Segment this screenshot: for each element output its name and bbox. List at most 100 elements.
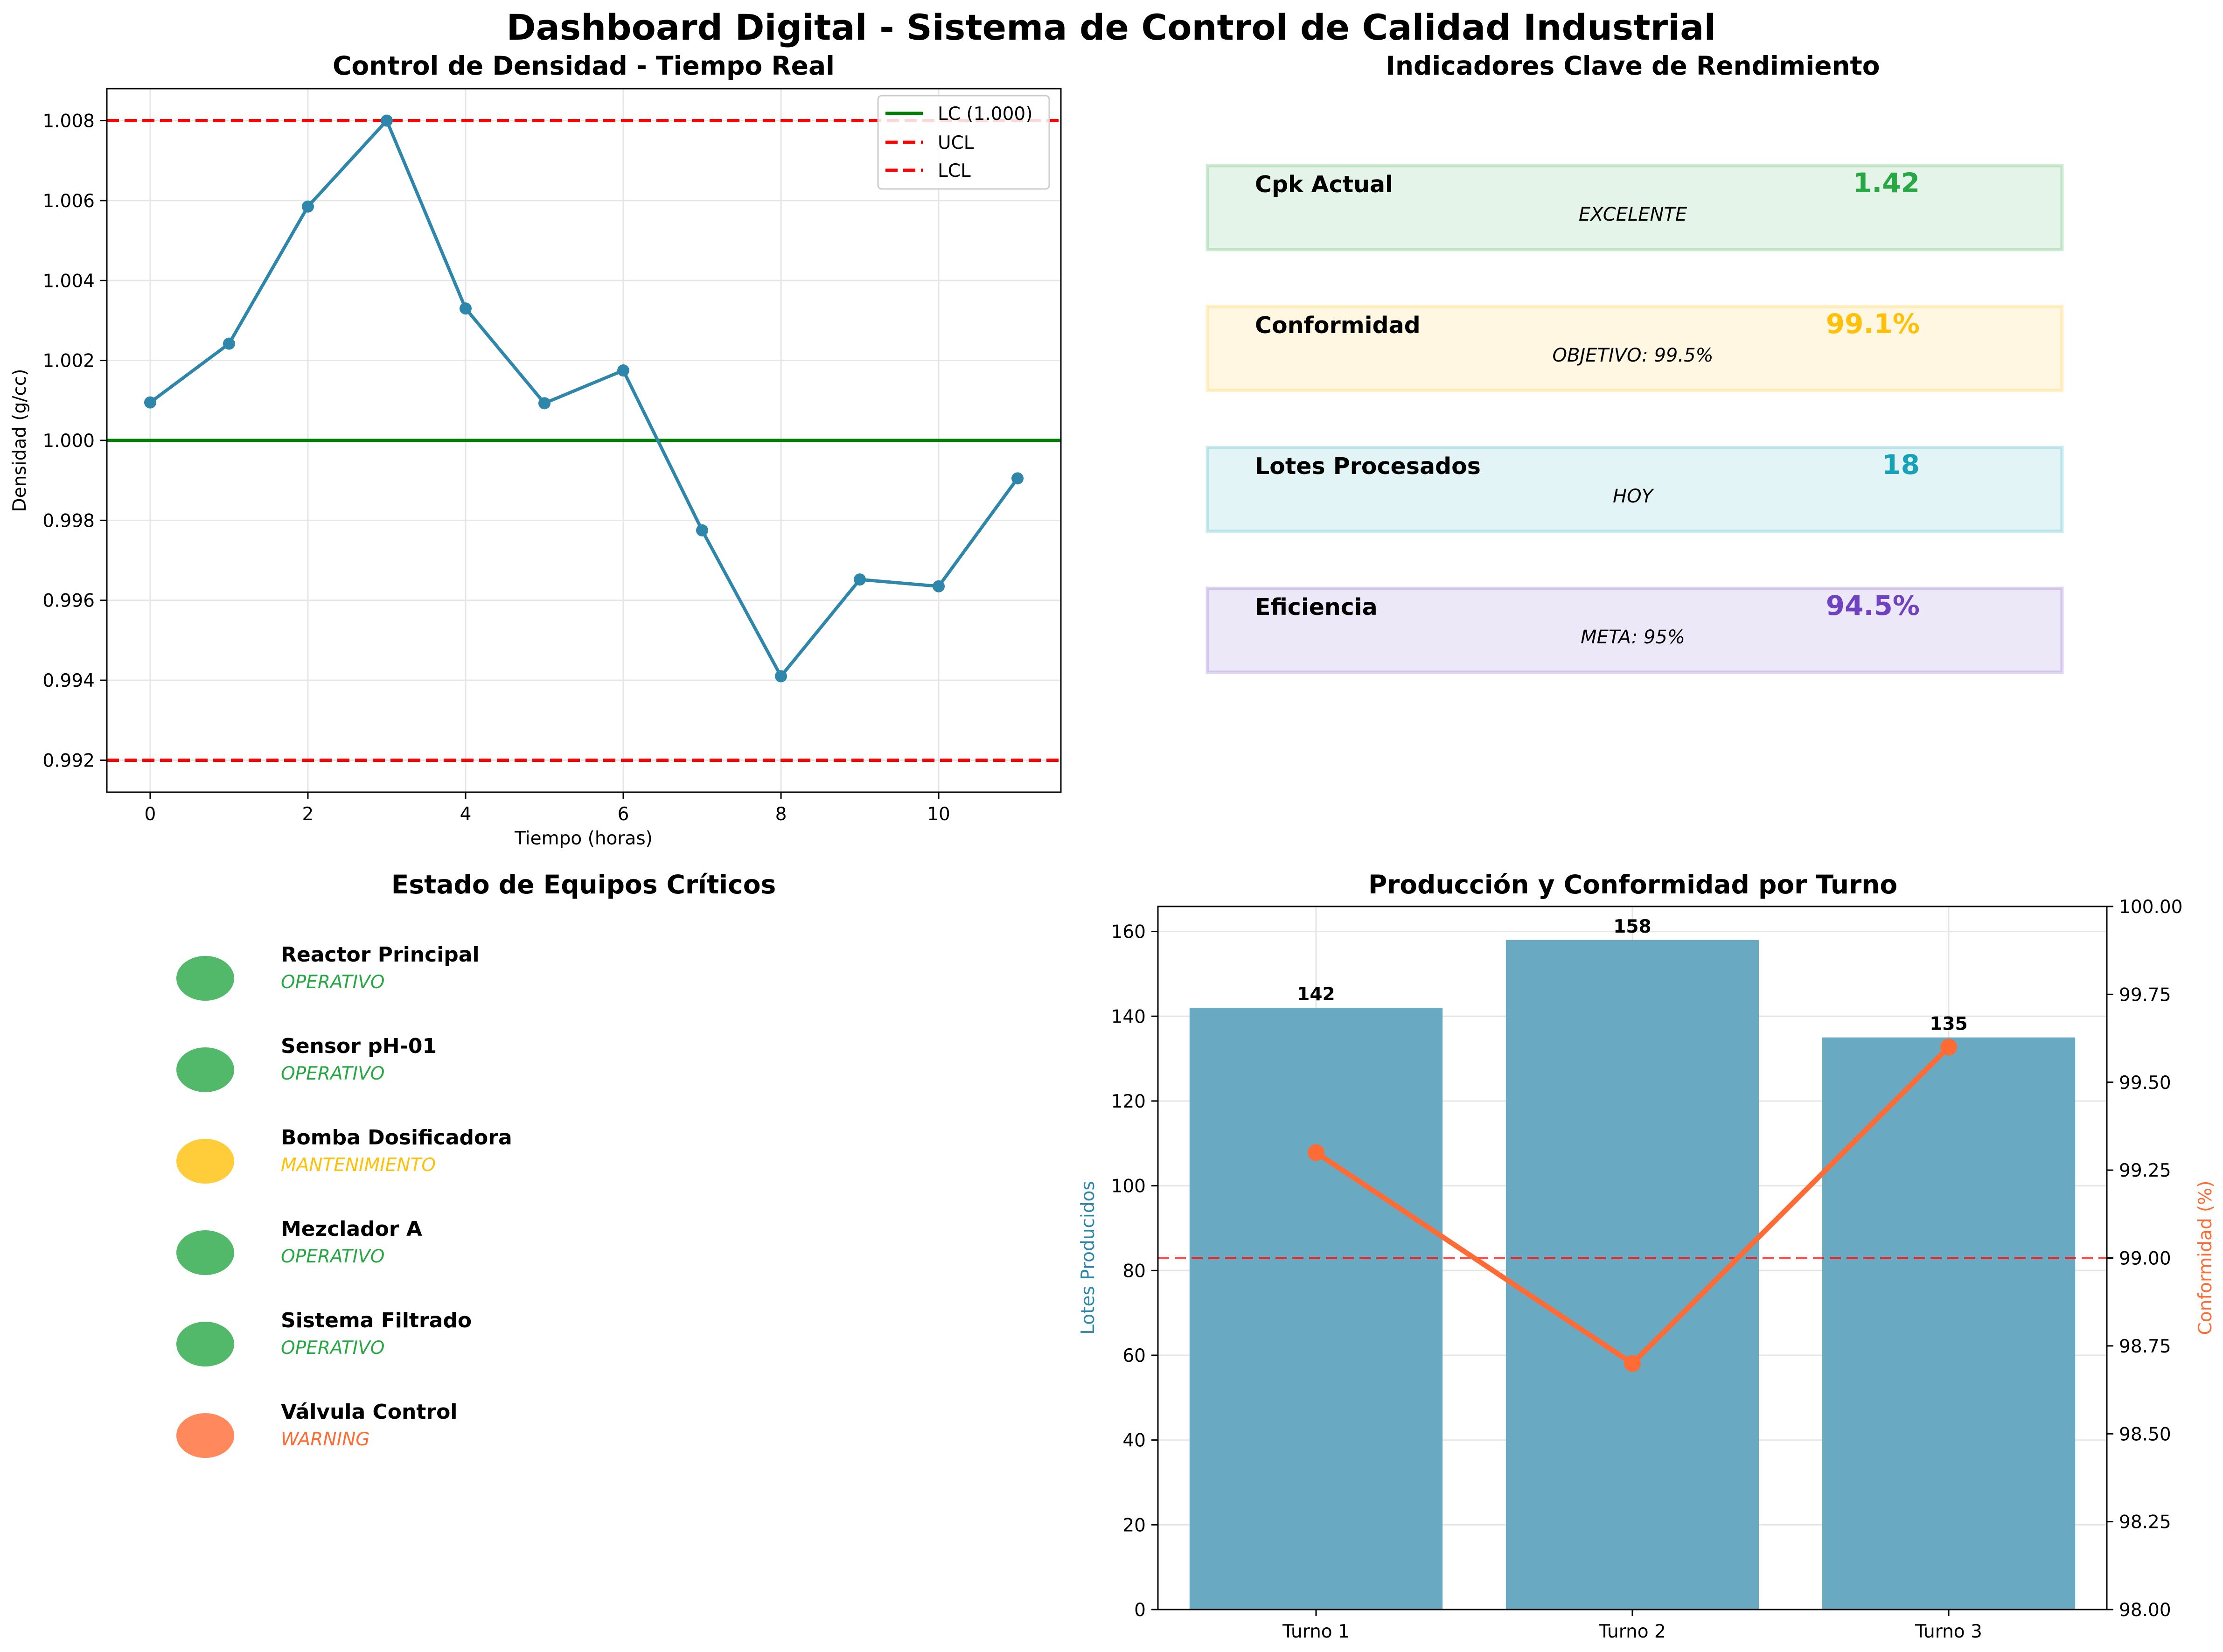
kpi-subtitle: OBJETIVO: 99.5% (1552, 345, 1713, 366)
density-point (696, 524, 709, 537)
density-point (854, 573, 866, 586)
y-tick-label: 120 (1111, 1091, 1146, 1112)
y-right-tick-label: 98.25 (2119, 1512, 2171, 1533)
kpi-panel: Indicadores Clave de Rendimiento Cpk Act… (1206, 51, 2064, 674)
kpi-card-background (1206, 305, 2064, 392)
equipment-status: MANTENIMIENTO (281, 1155, 436, 1176)
y-tick-label: 160 (1111, 922, 1146, 943)
y-right-tick-label: 98.00 (2119, 1600, 2171, 1621)
y-tick-label: 0.992 (42, 750, 95, 771)
conformity-point (1624, 1355, 1641, 1372)
kpi-cards: Cpk Actual 1.42 EXCELENTE Conformidad 99.1% O… (1206, 164, 2064, 674)
density-point (617, 364, 630, 377)
production-y-axis-label: Lotes Producidos (1078, 1181, 1099, 1334)
kpi-card-background (1206, 164, 2064, 251)
kpi-card-background (1206, 446, 2064, 533)
kpi-label: Lotes Procesados (1255, 453, 1481, 480)
y-right-tick-label: 99.25 (2119, 1160, 2171, 1181)
equipment-status: WARNING (281, 1429, 369, 1450)
kpi-value: 1.42 (1853, 167, 1920, 199)
density-chart-title: Control de Densidad - Tiempo Real (333, 51, 835, 81)
equipment-item: Sistema Filtrado OPERATIVO (176, 1309, 472, 1366)
y-right-tick-label: 100.00 (2119, 897, 2182, 918)
equipment-item: Sensor pH-01 OPERATIVO (176, 1034, 437, 1092)
x-tick-label: 10 (927, 804, 950, 825)
y-tick-label: 60 (1122, 1345, 1146, 1366)
bar-value-label: 142 (1297, 984, 1335, 1005)
density-point (538, 397, 551, 410)
equipment-item: Mezclador A OPERATIVO (176, 1217, 422, 1275)
production-bars (1189, 940, 2076, 1610)
y-tick-label: 0 (1134, 1600, 1146, 1621)
status-indicator-icon (176, 1139, 234, 1184)
equipment-status: OPERATIVO (281, 972, 385, 993)
y-right-tick-label: 99.75 (2119, 984, 2171, 1005)
kpi-card: Lotes Procesados 18 HOY (1206, 446, 2064, 533)
density-y-ticks: 0.992 0.994 0.996 0.998 1.000 1.002 1.004 1.006… (42, 111, 107, 771)
y-tick-label: 1.006 (42, 191, 95, 212)
equipment-status: OPERATIVO (281, 1338, 385, 1359)
y-right-tick-label: 98.50 (2119, 1424, 2171, 1445)
production-chart: Producción y Conformidad por Turno 142 15… (1078, 870, 2216, 1642)
legend-frame (877, 95, 1050, 190)
equipment-item: Bomba Dosificadora MANTENIMIENTO (176, 1126, 512, 1184)
equipment-panel: Estado de Equipos Críticos Reactor Princ… (176, 870, 776, 1458)
density-x-ticks: 0 2 4 6 8 10 (145, 792, 950, 825)
production-x-ticks: Turno 1 Turno 2 Turno 3 (1282, 1610, 1982, 1642)
equipment-status: OPERATIVO (281, 1063, 385, 1084)
kpi-panel-title: Indicadores Clave de Rendimiento (1386, 51, 1880, 81)
density-control-chart: Control de Densidad - Tiempo Real 0 2 4 6 8 1… (9, 51, 1062, 849)
y-tick-label: 80 (1122, 1261, 1146, 1282)
legend-lcl-label: LCL (938, 160, 971, 181)
production-y-ticks-left: 0 20 40 60 80 100 120 140 160 (1111, 922, 1158, 1621)
equipment-name: Reactor Principal (281, 943, 480, 967)
status-indicator-icon (176, 956, 234, 1001)
density-line (149, 119, 1019, 678)
equipment-panel-title: Estado de Equipos Críticos (391, 870, 776, 899)
y-tick-label: 20 (1122, 1515, 1146, 1536)
y-tick-label: 1.000 (42, 431, 95, 452)
legend-lc-label: LC (1.000) (938, 104, 1032, 125)
dashboard-title: Dashboard Digital - Sistema de Control d… (507, 7, 1716, 48)
density-point (1011, 472, 1024, 485)
x-tick-label: Turno 2 (1598, 1621, 1666, 1642)
density-x-axis-label: Tiempo (horas) (514, 828, 653, 849)
y-tick-label: 1.004 (42, 271, 95, 292)
x-tick-label: Turno 1 (1282, 1621, 1350, 1642)
equipment-item: Válvula Control WARNING (176, 1400, 457, 1458)
kpi-card-background (1206, 586, 2064, 674)
density-series (144, 114, 1024, 683)
equipment-name: Bomba Dosificadora (281, 1126, 512, 1150)
kpi-subtitle: EXCELENTE (1579, 204, 1687, 225)
conformity-y-axis-label: Conformidad (%) (2195, 1181, 2216, 1335)
density-y-axis-label: Densidad (g/cc) (9, 369, 30, 512)
production-bar-labels: 142 158 135 (1297, 916, 1967, 1035)
legend-ucl-label: UCL (938, 132, 974, 153)
production-y-ticks-right: 98.00 98.25 98.50 98.75 99.00 99.25 99.50 99.75… (2107, 897, 2182, 1621)
kpi-value: 99.1% (1826, 308, 1920, 340)
equipment-item: Reactor Principal OPERATIVO (176, 943, 480, 1001)
production-bar (1822, 1037, 2076, 1610)
kpi-label: Eficiencia (1255, 594, 1378, 620)
density-point (144, 396, 156, 409)
x-tick-label: Turno 3 (1915, 1621, 1982, 1642)
kpi-card: Eficiencia 94.5% META: 95% (1206, 586, 2064, 674)
production-bar (1189, 1008, 1443, 1610)
status-indicator-icon (176, 1230, 234, 1275)
bar-value-label: 158 (1613, 916, 1651, 937)
density-point (775, 670, 787, 683)
y-tick-label: 100 (1111, 1176, 1146, 1197)
kpi-card: Conformidad 99.1% OBJETIVO: 99.5% (1206, 305, 2064, 392)
kpi-value: 94.5% (1826, 590, 1920, 621)
y-right-tick-label: 99.50 (2119, 1073, 2171, 1094)
y-tick-label: 1.002 (42, 351, 95, 372)
y-tick-label: 140 (1111, 1006, 1146, 1027)
kpi-value: 18 (1882, 449, 1920, 481)
production-chart-title: Producción y Conformidad por Turno (1368, 870, 1897, 899)
equipment-name: Sensor pH-01 (281, 1034, 437, 1058)
y-tick-label: 1.008 (42, 111, 95, 132)
density-point (933, 580, 945, 592)
kpi-label: Conformidad (1255, 312, 1421, 339)
density-point (301, 200, 314, 213)
